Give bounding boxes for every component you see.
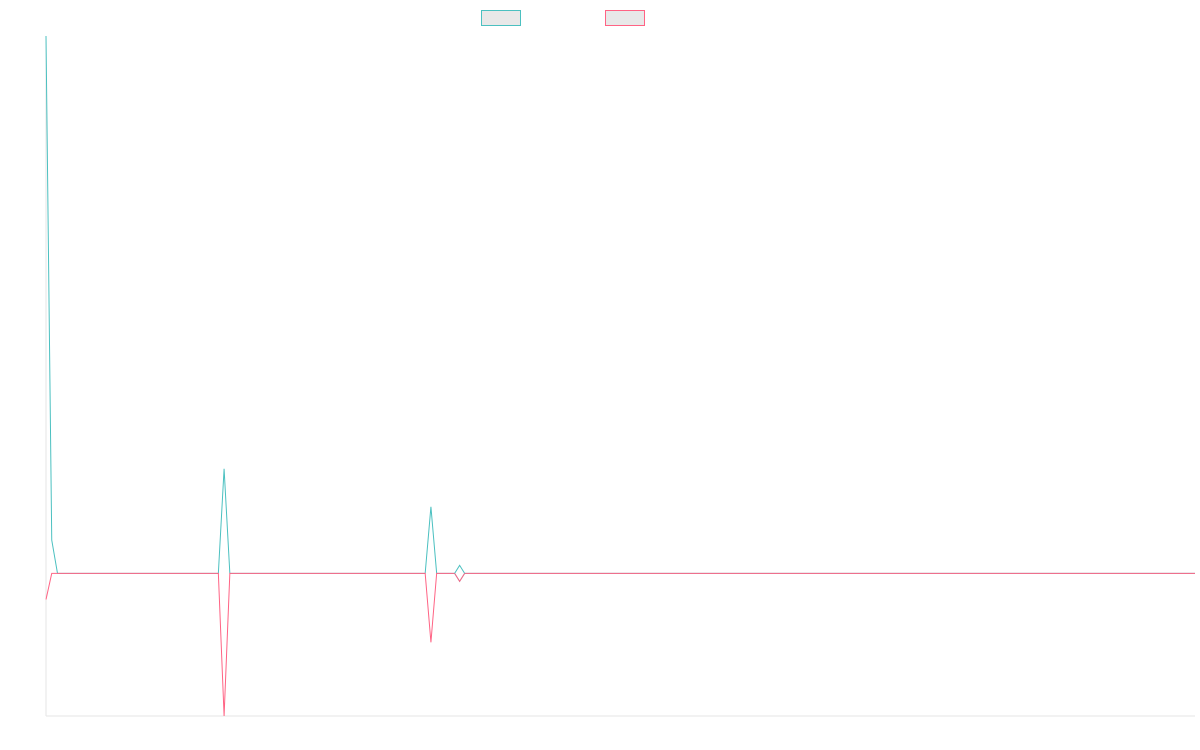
- series-line-2: [45, 572, 1195, 717]
- series-line-1: [45, 35, 1195, 574]
- axes: [45, 36, 1195, 717]
- highlighted-point-marker-lower: [454, 573, 466, 583]
- legend-swatch-2: [605, 10, 645, 26]
- series-layer: [45, 35, 1195, 717]
- highlighted-point-marker: [454, 564, 466, 583]
- legend-swatch-1: [481, 10, 521, 26]
- legend: [481, 10, 645, 26]
